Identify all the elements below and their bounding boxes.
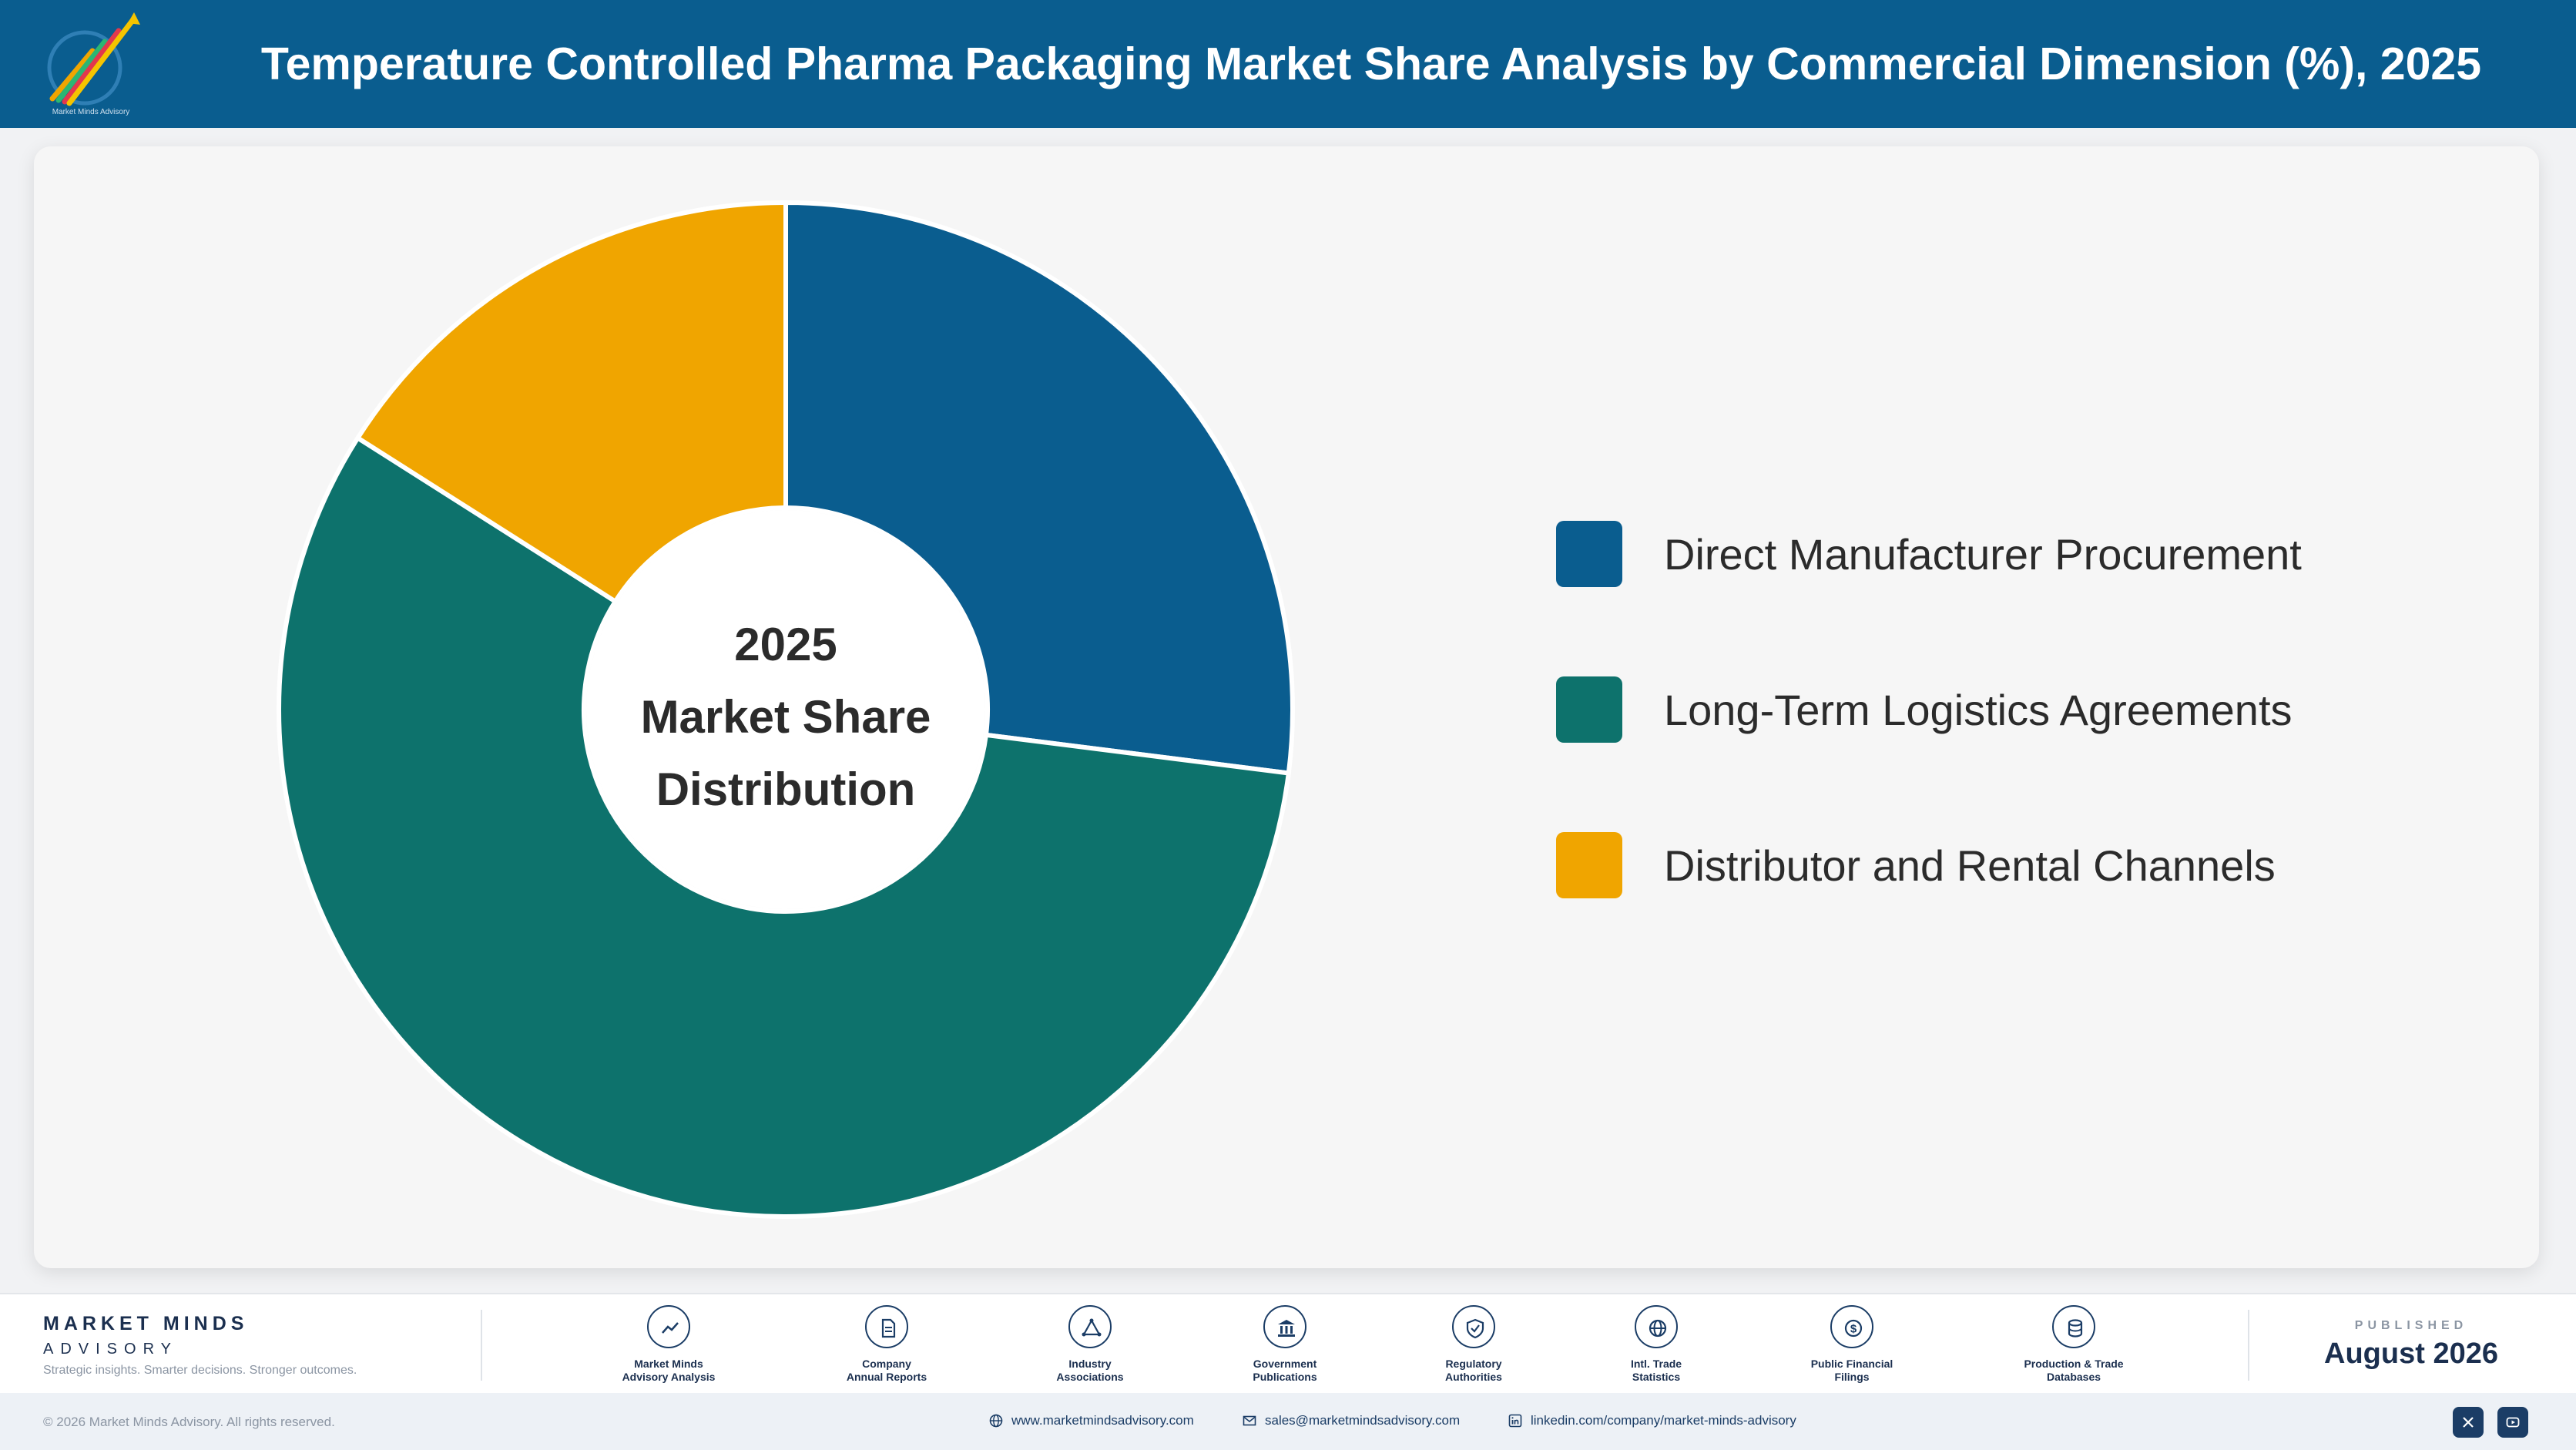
legend-item-direct-manufacturer: Direct Manufacturer Procurement bbox=[1556, 521, 2302, 587]
network-icon bbox=[1068, 1305, 1112, 1348]
footer-brand-name: MARKET MINDS bbox=[43, 1313, 249, 1334]
legend-label: Long-Term Logistics Agreements bbox=[1664, 685, 2293, 734]
linkedin-icon bbox=[1508, 1414, 1522, 1428]
legend-label: Distributor and Rental Channels bbox=[1664, 841, 2276, 890]
chart-legend: Direct Manufacturer Procurement Long-Ter… bbox=[1556, 521, 2302, 988]
source-company-annual-reports: Company Annual Reports bbox=[810, 1305, 964, 1384]
source-label-line1: Industry bbox=[1068, 1358, 1112, 1370]
source-label-line1: Production & Trade bbox=[2024, 1358, 2124, 1370]
source-label-line2: Publications bbox=[1253, 1371, 1317, 1383]
linkedin-link[interactable]: linkedin.com/company/market-minds-adviso… bbox=[1508, 1413, 1796, 1428]
source-label-line2: Databases bbox=[2046, 1371, 2101, 1383]
play-icon bbox=[2506, 1417, 2520, 1428]
building-icon bbox=[1263, 1305, 1306, 1348]
source-label-line1: Government bbox=[1253, 1358, 1317, 1370]
donut-slice-long-term-logistics-agreements bbox=[277, 435, 1292, 1219]
published-block: PUBLISHED August 2026 bbox=[2303, 1319, 2519, 1371]
legend-label: Direct Manufacturer Procurement bbox=[1664, 529, 2302, 579]
page-title: Temperature Controlled Pharma Packaging … bbox=[260, 39, 2482, 89]
source-label-line1: Regulatory bbox=[1445, 1358, 1502, 1370]
source-label-line2: Authorities bbox=[1445, 1371, 1502, 1383]
source-market-minds-analysis: Market Minds Advisory Analysis bbox=[592, 1305, 746, 1384]
legend-item-distributor-rental: Distributor and Rental Channels bbox=[1556, 832, 2302, 898]
logo-caption: Market Minds Advisory bbox=[52, 108, 130, 116]
email-text: sales@marketmindsadvisory.com bbox=[1265, 1413, 1461, 1428]
published-label: PUBLISHED bbox=[2354, 1319, 2468, 1332]
dollar-icon: $ bbox=[1830, 1305, 1873, 1348]
source-production-trade-databases: Production & Trade Databases bbox=[1997, 1305, 2151, 1384]
donut-center-label: 2025 Market Share Distribution bbox=[585, 609, 986, 826]
center-line-market-share: Market Share bbox=[640, 691, 931, 743]
legend-swatch bbox=[1556, 521, 1622, 587]
legend-swatch bbox=[1556, 676, 1622, 743]
source-label-line1: Intl. Trade bbox=[1630, 1358, 1682, 1370]
source-label-line1: Public Financial bbox=[1810, 1358, 1893, 1370]
source-government-publications: Government Publications bbox=[1208, 1305, 1362, 1384]
source-label-line2: Filings bbox=[1834, 1371, 1870, 1383]
source-label-line2: Associations bbox=[1056, 1371, 1124, 1383]
source-public-financial-filings: $ Public Financial Filings bbox=[1775, 1305, 1929, 1384]
donut-slice-distributor-and-rental-channels bbox=[354, 200, 788, 605]
footer-tagline: Strategic insights. Smarter decisions. S… bbox=[43, 1364, 357, 1377]
footer-brand-sub: ADVISORY bbox=[43, 1341, 178, 1358]
website-text: www.marketmindsadvisory.com bbox=[1011, 1413, 1194, 1428]
footer-divider bbox=[481, 1310, 482, 1381]
youtube-social-button[interactable] bbox=[2497, 1407, 2528, 1438]
x-social-button[interactable] bbox=[2453, 1407, 2484, 1438]
donut-chart bbox=[277, 200, 1295, 1219]
logo-icon bbox=[47, 12, 140, 106]
legend-item-long-term-logistics: Long-Term Logistics Agreements bbox=[1556, 676, 2302, 743]
source-label-line1: Market Minds bbox=[634, 1358, 703, 1370]
linkedin-text: linkedin.com/company/market-minds-adviso… bbox=[1531, 1413, 1796, 1428]
database-icon bbox=[2052, 1305, 2095, 1348]
donut-slice-direct-manufacturer-procurement bbox=[783, 200, 1295, 776]
legend-swatch bbox=[1556, 832, 1622, 898]
footer: MARKET MINDS ADVISORY Strategic insights… bbox=[0, 1293, 2576, 1450]
header-bar: Market Minds Advisory Temperature Contro… bbox=[0, 0, 2576, 128]
x-icon bbox=[2463, 1417, 2474, 1428]
source-label-line2: Advisory Analysis bbox=[622, 1371, 716, 1383]
trend-icon bbox=[647, 1305, 690, 1348]
published-date: August 2026 bbox=[2324, 1338, 2498, 1370]
mail-icon bbox=[1243, 1415, 1256, 1426]
source-intl-trade-statistics: Intl. Trade Statistics bbox=[1579, 1305, 1733, 1384]
email-link[interactable]: sales@marketmindsadvisory.com bbox=[1242, 1413, 1460, 1428]
website-link[interactable]: www.marketmindsadvisory.com bbox=[988, 1413, 1194, 1428]
source-label-line2: Annual Reports bbox=[846, 1371, 927, 1383]
bottom-bar: © 2026 Market Minds Advisory. All rights… bbox=[0, 1393, 2576, 1450]
svg-text:$: $ bbox=[1850, 1323, 1857, 1336]
source-regulatory-authorities: Regulatory Authorities bbox=[1397, 1305, 1551, 1384]
globe-icon bbox=[989, 1414, 1003, 1428]
footer-divider bbox=[2248, 1310, 2249, 1381]
document-icon bbox=[865, 1305, 908, 1348]
source-label-line2: Statistics bbox=[1632, 1371, 1681, 1383]
center-line-year: 2025 bbox=[734, 619, 837, 670]
source-label-line1: Company bbox=[862, 1358, 911, 1370]
source-industry-associations: Industry Associations bbox=[1013, 1305, 1167, 1384]
shield-icon bbox=[1452, 1305, 1495, 1348]
donut-hole bbox=[586, 510, 985, 909]
copyright-text: © 2026 Market Minds Advisory. All rights… bbox=[43, 1415, 335, 1429]
globe-icon bbox=[1635, 1305, 1678, 1348]
center-line-distribution: Distribution bbox=[656, 764, 916, 815]
